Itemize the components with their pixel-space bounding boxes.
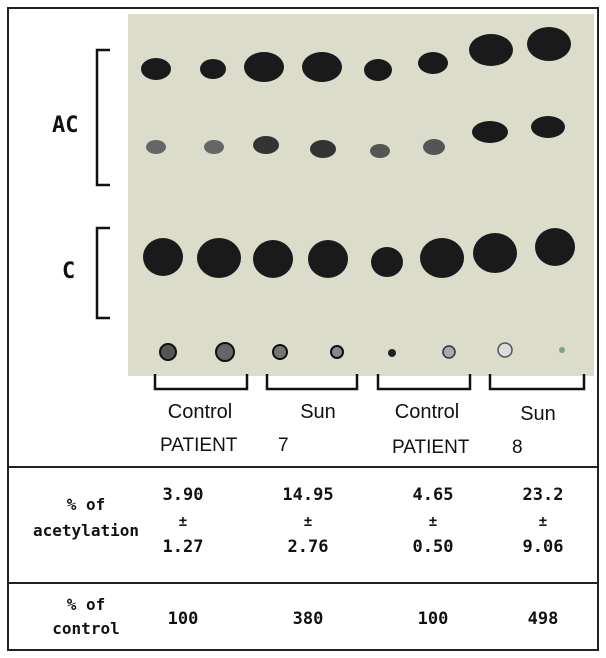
cell: 100 [418, 609, 449, 629]
c-label: C [62, 259, 75, 284]
bracket [376, 374, 472, 391]
spot [535, 228, 575, 266]
gel [128, 14, 594, 376]
cell: 2.76 [288, 537, 329, 557]
spot [310, 140, 336, 158]
table: % of acetylation 3.90 ±1.27 14.95 ±2.76 4.65 ±0… [33, 485, 563, 638]
spot [469, 34, 513, 66]
row-label: acetylation [33, 521, 139, 540]
cell: ± [429, 514, 437, 530]
origins [159, 342, 565, 362]
cell: 9.06 [523, 537, 564, 557]
spot [200, 59, 226, 79]
bracket [153, 374, 249, 391]
spot [371, 247, 403, 277]
cell: 0.50 [413, 537, 454, 557]
cell: 380 [293, 609, 324, 629]
spot [197, 238, 241, 278]
spot [473, 233, 517, 273]
cell: 14.95 [282, 485, 333, 505]
patient-number: 7 [278, 435, 289, 456]
spot [253, 240, 293, 278]
row-label: % of [67, 495, 106, 514]
cell: 23.2 [523, 485, 564, 505]
cell: ± [304, 514, 312, 530]
spot [308, 240, 348, 278]
patient-label: PATIENT [160, 435, 238, 456]
spot [244, 52, 284, 82]
spot [420, 238, 464, 278]
bracket [488, 374, 586, 391]
spot [527, 27, 571, 61]
spot [370, 144, 390, 158]
bracket [265, 374, 359, 391]
cell: 1.27 [163, 537, 204, 557]
spot [418, 52, 448, 74]
cell: 3.90 [163, 485, 204, 505]
lane-label: Control [168, 401, 232, 423]
bracket [95, 226, 110, 320]
cell: 100 [168, 609, 199, 629]
spot [423, 139, 445, 155]
ac-label: AC [52, 113, 79, 138]
spot [146, 140, 166, 154]
spot [472, 121, 508, 143]
patient-number: 8 [512, 437, 523, 458]
lane-label: Control [395, 401, 459, 423]
row-label: % of [67, 595, 106, 614]
cell: ± [539, 514, 547, 530]
lane-label: Sun [520, 403, 556, 425]
row-label: control [52, 619, 119, 638]
bracket [95, 48, 110, 187]
spots [141, 27, 575, 278]
spot [364, 59, 392, 81]
spot [141, 58, 171, 80]
patient-label: PATIENT [392, 437, 470, 458]
lane-label: Sun [300, 401, 336, 423]
cell: 498 [528, 609, 559, 629]
spot [302, 52, 342, 82]
spot [253, 136, 279, 154]
cell: ± [179, 514, 187, 530]
cell: 4.65 [413, 485, 454, 505]
spot [531, 116, 565, 138]
spot [143, 238, 183, 276]
spot [204, 140, 224, 154]
